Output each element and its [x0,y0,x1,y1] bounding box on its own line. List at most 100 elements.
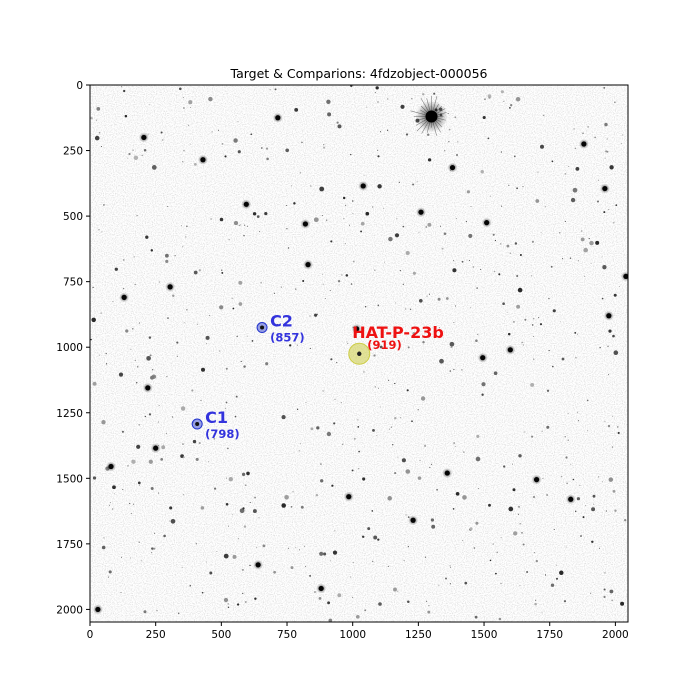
background-star [231,297,233,300]
background-star [151,165,157,170]
background-star [598,476,600,478]
background-star [350,85,353,88]
background-star [264,212,268,216]
background-star [318,597,322,600]
background-star [494,240,496,242]
background-star [152,369,154,371]
background-star [288,335,291,338]
background-star [195,457,199,461]
background-star [612,415,614,417]
background-star [552,309,556,313]
background-star [470,205,472,208]
target-star [357,351,362,356]
background-star [384,261,385,263]
background-star [256,215,260,218]
background-star [194,163,197,166]
background-star [130,557,132,559]
background-star [305,402,307,404]
background-star [286,204,288,207]
y-tick-label: 1250 [56,408,83,420]
background-star [465,220,468,223]
background-star [137,481,141,485]
background-star [586,399,589,402]
star [449,164,456,171]
comparison-label: C1 [205,408,228,427]
background-star [327,601,331,605]
background-star [452,268,457,273]
background-star [394,417,397,420]
background-star [402,225,405,228]
background-star [412,271,416,275]
background-star [606,138,608,140]
star [95,606,101,613]
background-star [292,491,294,493]
star [623,273,628,280]
background-star [336,361,338,364]
background-star [508,506,514,512]
background-star [314,591,316,593]
background-star [326,219,328,221]
background-star [615,204,618,207]
star [444,470,450,476]
background-star [604,157,606,159]
background-star [445,577,447,580]
background-star [132,149,134,151]
background-star [556,564,558,566]
background-star [548,350,550,352]
background-star [347,343,349,345]
background-star [419,460,421,462]
background-star [564,172,567,175]
background-star [574,147,576,149]
background-star [169,520,171,522]
background-star [269,89,271,91]
background-star [336,121,339,124]
background-star [232,554,237,559]
star [354,326,360,332]
background-star [323,144,325,146]
background-star [170,518,176,524]
background-star [427,222,432,227]
background-star [276,323,278,326]
background-star [143,149,147,152]
background-star [125,329,129,333]
background-star [555,577,559,580]
background-star [577,333,579,335]
background-star [195,543,197,545]
background-star [506,311,508,313]
background-star [227,447,229,450]
background-star [114,267,118,271]
star [153,445,159,451]
background-star [448,141,450,143]
background-star [594,136,596,139]
y-tick-label: 250 [63,146,83,158]
background-star [156,610,158,612]
background-star [516,274,519,278]
background-star [394,382,396,385]
background-star [405,514,407,516]
background-star [140,560,142,562]
background-star [604,122,608,127]
star [507,347,513,353]
background-star [417,409,419,411]
background-star [576,497,581,501]
background-star [567,412,569,415]
background-star [526,571,529,573]
background-star [608,373,610,376]
background-star [422,93,425,96]
background-star [595,240,600,245]
y-axis: 0 250 500 750 1000 1250 1500 1750 2000 [56,80,90,616]
background-star [597,200,599,203]
background-star [585,504,587,507]
background-star [201,591,204,594]
background-star [130,348,132,350]
star [305,262,311,268]
background-star [425,226,428,228]
background-star [373,535,378,540]
background-star [411,420,413,423]
background-star [364,609,367,612]
background-star [613,350,619,356]
background-star [614,101,616,103]
background-star [566,482,568,485]
background-star [422,340,425,344]
star [360,183,366,189]
